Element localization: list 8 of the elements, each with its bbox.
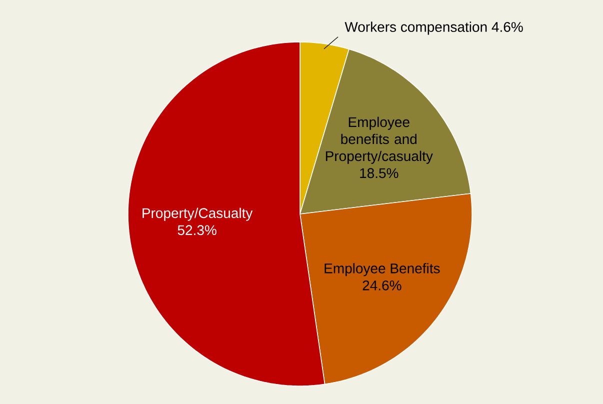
data-label: 18.5%	[360, 168, 398, 178]
data-label: 24.6%	[362, 280, 402, 290]
slice-label: Workers compensation	[344, 22, 487, 35]
data-label: 52.3%	[178, 225, 216, 236]
slice-label: Employee Benefits	[324, 263, 440, 276]
data-label: 4.6%	[492, 22, 523, 32]
slice-label: Employee benefits and Property/casualty	[326, 116, 433, 164]
slice-label: Property/Casualty	[142, 208, 253, 221]
